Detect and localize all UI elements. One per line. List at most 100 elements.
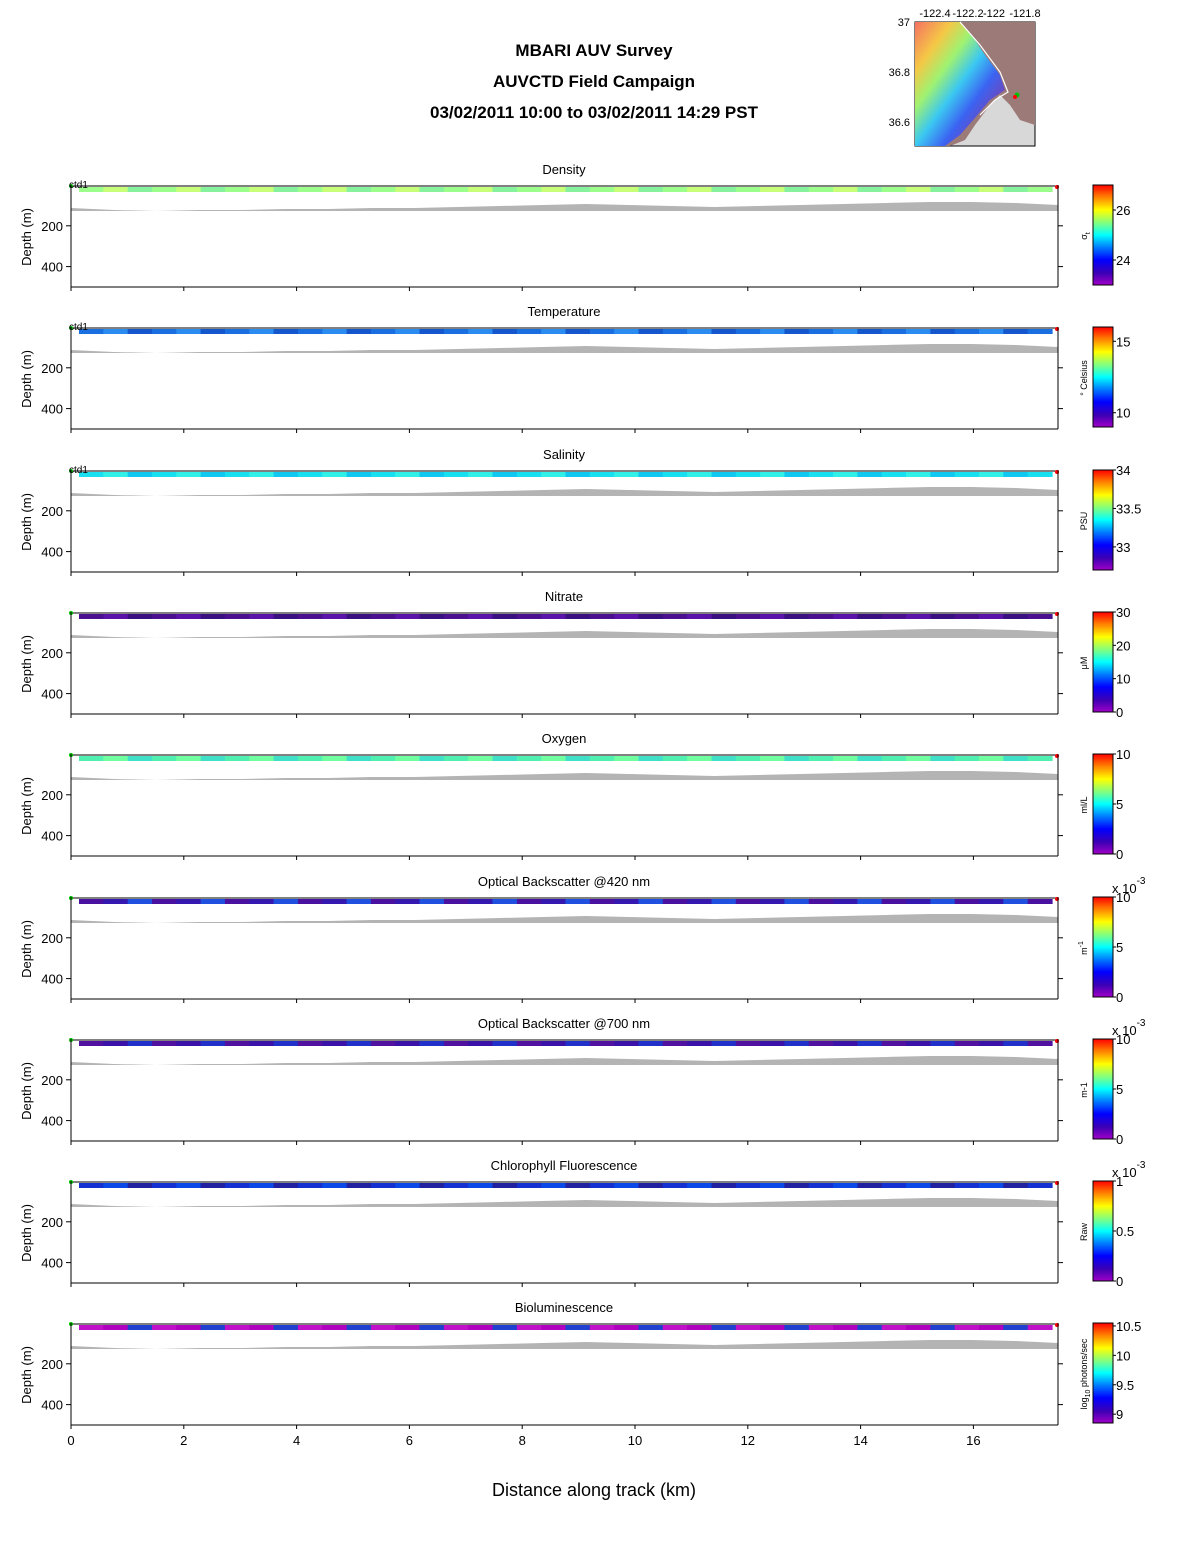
colorbar-tick-label: 9 bbox=[1116, 1407, 1123, 1422]
data-cell bbox=[638, 756, 664, 761]
data-cell bbox=[906, 756, 931, 761]
data-cell bbox=[760, 1041, 785, 1046]
data-cell bbox=[297, 899, 323, 904]
data-cell bbox=[857, 756, 883, 761]
data-cell bbox=[176, 756, 202, 761]
data-cell bbox=[906, 329, 931, 334]
data-cell bbox=[857, 1183, 883, 1188]
data-cell bbox=[589, 329, 615, 334]
bathymetry-band bbox=[71, 1198, 1058, 1207]
data-cell bbox=[565, 472, 591, 477]
panel-title: Nitrate bbox=[545, 589, 583, 604]
colorbar-units: log10 photons/sec bbox=[1079, 1338, 1092, 1409]
data-cell bbox=[297, 756, 323, 761]
data-cell bbox=[103, 472, 129, 477]
data-cell bbox=[638, 1183, 664, 1188]
data-cell bbox=[127, 1041, 153, 1046]
data-cell bbox=[127, 1325, 153, 1330]
data-cell bbox=[419, 614, 445, 619]
data-cell bbox=[443, 472, 469, 477]
data-cell bbox=[784, 614, 810, 619]
data-cell bbox=[1027, 1325, 1053, 1330]
data-cell bbox=[516, 187, 542, 192]
inset-lon-tick-label: -122.2 bbox=[952, 8, 983, 20]
data-cell bbox=[370, 1041, 396, 1046]
data-cell bbox=[1027, 899, 1053, 904]
panel-density: Density ctd1 200 400 Depth (m) 26 24 σt bbox=[19, 162, 1130, 291]
data-cell bbox=[906, 899, 931, 904]
panel-temperature: Temperature ctd1 200 400 Depth (m) 15 10 ° Cels… bbox=[19, 304, 1130, 433]
data-cell bbox=[79, 472, 104, 477]
data-cell bbox=[784, 329, 810, 334]
panel-bioluminescence: Bioluminescence 200 400 Depth (m) 10.5 10 9.5 9… bbox=[19, 1300, 1141, 1429]
data-cell bbox=[297, 1325, 323, 1330]
data-cell bbox=[906, 472, 931, 477]
data-cell bbox=[881, 899, 907, 904]
data-cell bbox=[127, 187, 153, 192]
colorbar-tick-label: 0 bbox=[1116, 1274, 1123, 1289]
colorbar-tick-label: 5 bbox=[1116, 1082, 1123, 1097]
data-cell bbox=[760, 1325, 785, 1330]
data-cell bbox=[906, 187, 931, 192]
inset-lon-tick-label: -122 bbox=[983, 8, 1005, 20]
data-cell bbox=[711, 329, 737, 334]
data-cell bbox=[979, 472, 1004, 477]
inset-map: -122.4 -122.2 -122 -121.8 37 36.8 36.6 bbox=[889, 8, 1041, 147]
data-cell bbox=[881, 1325, 907, 1330]
data-cell bbox=[395, 329, 421, 334]
y-axis-label: Depth (m) bbox=[19, 635, 34, 693]
data-cell bbox=[322, 472, 348, 477]
data-cell bbox=[176, 614, 202, 619]
data-cell bbox=[614, 329, 640, 334]
data-cell bbox=[735, 187, 761, 192]
data-cell bbox=[906, 1041, 931, 1046]
data-cell bbox=[541, 756, 567, 761]
data-cell bbox=[930, 756, 956, 761]
y-tick-label: 200 bbox=[41, 646, 63, 661]
data-cell bbox=[176, 472, 202, 477]
panel-title: Oxygen bbox=[542, 731, 587, 746]
data-cell bbox=[516, 899, 542, 904]
data-cell bbox=[346, 756, 372, 761]
data-cell bbox=[200, 614, 226, 619]
data-cell bbox=[687, 899, 712, 904]
data-cell bbox=[808, 614, 834, 619]
inset-map-track-end-marker bbox=[1013, 95, 1017, 99]
data-cell bbox=[954, 329, 980, 334]
data-cell bbox=[370, 899, 396, 904]
data-cell bbox=[760, 756, 785, 761]
colorbar-units: Raw bbox=[1079, 1223, 1089, 1242]
data-cell bbox=[200, 1183, 226, 1188]
station-label: ctd1 bbox=[69, 322, 88, 333]
data-cell bbox=[249, 1325, 275, 1330]
data-cell bbox=[468, 472, 494, 477]
data-cell bbox=[760, 187, 785, 192]
data-cell bbox=[492, 329, 518, 334]
colorbar bbox=[1092, 469, 1114, 571]
colorbar-tick-label: 0 bbox=[1116, 990, 1123, 1005]
data-cell bbox=[541, 899, 567, 904]
data-cell bbox=[346, 1325, 372, 1330]
x-tick-label: 2 bbox=[180, 1433, 187, 1448]
colorbar bbox=[1092, 896, 1114, 998]
data-cell bbox=[103, 756, 129, 761]
x-tick-label: 12 bbox=[741, 1433, 755, 1448]
colorbar-units: μM bbox=[1079, 657, 1089, 670]
data-cell bbox=[516, 1325, 542, 1330]
colorbar bbox=[1092, 1180, 1114, 1282]
data-cell bbox=[979, 614, 1004, 619]
colorbar-tick-label: 26 bbox=[1116, 203, 1130, 218]
data-cell bbox=[103, 329, 129, 334]
data-cell bbox=[468, 899, 494, 904]
data-cell bbox=[979, 329, 1004, 334]
data-cell bbox=[1027, 1183, 1053, 1188]
colorbar-units: ° Celsius bbox=[1079, 360, 1089, 396]
data-cell bbox=[760, 329, 785, 334]
data-cell bbox=[687, 614, 712, 619]
data-cell bbox=[516, 1041, 542, 1046]
data-cell bbox=[346, 1041, 372, 1046]
data-cell bbox=[249, 899, 275, 904]
data-cell bbox=[273, 472, 299, 477]
data-cell bbox=[200, 756, 226, 761]
data-cell bbox=[711, 187, 737, 192]
